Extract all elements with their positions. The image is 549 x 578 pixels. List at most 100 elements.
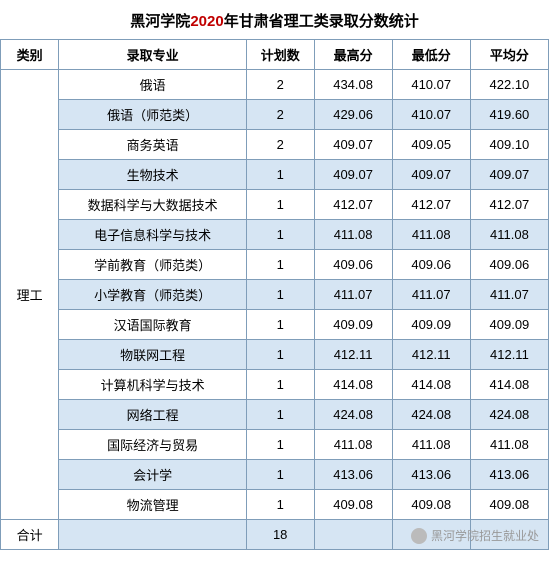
cell-max: 424.08	[314, 400, 392, 430]
cell-max: 411.08	[314, 430, 392, 460]
cell-min: 424.08	[392, 400, 470, 430]
cell-avg: 409.07	[470, 160, 548, 190]
cell-max: 414.08	[314, 370, 392, 400]
cell-major: 小学教育（师范类）	[59, 280, 247, 310]
cell-major: 物流管理	[59, 490, 247, 520]
cell-avg: 422.10	[470, 70, 548, 100]
cell-avg: 411.08	[470, 430, 548, 460]
cell-min: 411.08	[392, 430, 470, 460]
table-row: 电子信息科学与技术1411.08411.08411.08	[1, 220, 549, 250]
total-major	[59, 520, 247, 550]
table-row: 网络工程1424.08424.08424.08	[1, 400, 549, 430]
cell-plan: 1	[246, 430, 314, 460]
cell-min: 409.05	[392, 130, 470, 160]
total-max	[314, 520, 392, 550]
cell-major: 物联网工程	[59, 340, 247, 370]
total-plan: 18	[246, 520, 314, 550]
cell-plan: 1	[246, 250, 314, 280]
wechat-icon	[411, 528, 427, 544]
cell-plan: 1	[246, 160, 314, 190]
cell-avg: 413.06	[470, 460, 548, 490]
cell-max: 409.07	[314, 160, 392, 190]
cell-plan: 1	[246, 190, 314, 220]
cell-plan: 1	[246, 370, 314, 400]
cell-max: 409.07	[314, 130, 392, 160]
cell-major: 国际经济与贸易	[59, 430, 247, 460]
table-row: 俄语（师范类）2429.06410.07419.60	[1, 100, 549, 130]
cell-max: 409.08	[314, 490, 392, 520]
cell-major: 俄语（师范类）	[59, 100, 247, 130]
cell-plan: 2	[246, 70, 314, 100]
cell-min: 414.08	[392, 370, 470, 400]
cell-max: 409.06	[314, 250, 392, 280]
title-part3: 年甘肃省理工类录取分数统计	[224, 13, 419, 30]
cell-max: 429.06	[314, 100, 392, 130]
cell-plan: 2	[246, 130, 314, 160]
watermark-text: 黑河学院招生就业处	[431, 527, 539, 544]
table-body: 理工俄语2434.08410.07422.10俄语（师范类）2429.06410…	[1, 70, 549, 550]
table-row: 理工俄语2434.08410.07422.10	[1, 70, 549, 100]
cell-max: 411.08	[314, 220, 392, 250]
cell-max: 409.09	[314, 310, 392, 340]
watermark: 黑河学院招生就业处	[411, 527, 539, 544]
cell-plan: 1	[246, 490, 314, 520]
cell-major: 学前教育（师范类）	[59, 250, 247, 280]
table-row: 物联网工程1412.11412.11412.11	[1, 340, 549, 370]
cell-avg: 414.08	[470, 370, 548, 400]
table-row: 数据科学与大数据技术1412.07412.07412.07	[1, 190, 549, 220]
table-header-row: 类别 录取专业 计划数 最高分 最低分 平均分	[1, 40, 549, 70]
cell-plan: 1	[246, 220, 314, 250]
cell-max: 413.06	[314, 460, 392, 490]
table-row: 商务英语2409.07409.05409.10	[1, 130, 549, 160]
cell-avg: 409.08	[470, 490, 548, 520]
cell-min: 410.07	[392, 100, 470, 130]
cell-major: 数据科学与大数据技术	[59, 190, 247, 220]
table-row: 物流管理1409.08409.08409.08	[1, 490, 549, 520]
header-max: 最高分	[314, 40, 392, 70]
cell-major: 俄语	[59, 70, 247, 100]
cell-plan: 2	[246, 100, 314, 130]
cell-major: 计算机科学与技术	[59, 370, 247, 400]
cell-avg: 409.10	[470, 130, 548, 160]
cell-plan: 1	[246, 310, 314, 340]
category-cell: 理工	[1, 70, 59, 520]
page-title: 黑河学院2020年甘肃省理工类录取分数统计	[0, 0, 549, 39]
cell-min: 409.08	[392, 490, 470, 520]
cell-major: 汉语国际教育	[59, 310, 247, 340]
cell-major: 商务英语	[59, 130, 247, 160]
cell-plan: 1	[246, 340, 314, 370]
cell-max: 412.07	[314, 190, 392, 220]
cell-min: 412.07	[392, 190, 470, 220]
cell-min: 409.07	[392, 160, 470, 190]
cell-avg: 412.11	[470, 340, 548, 370]
table-row: 学前教育（师范类）1409.06409.06409.06	[1, 250, 549, 280]
title-part1: 黑河学院	[130, 13, 190, 30]
header-category: 类别	[1, 40, 59, 70]
cell-max: 434.08	[314, 70, 392, 100]
cell-plan: 1	[246, 460, 314, 490]
cell-min: 409.06	[392, 250, 470, 280]
table-row: 计算机科学与技术1414.08414.08414.08	[1, 370, 549, 400]
header-min: 最低分	[392, 40, 470, 70]
cell-min: 411.07	[392, 280, 470, 310]
cell-major: 电子信息科学与技术	[59, 220, 247, 250]
cell-avg: 424.08	[470, 400, 548, 430]
score-table: 类别 录取专业 计划数 最高分 最低分 平均分 理工俄语2434.08410.0…	[0, 39, 549, 550]
header-plan: 计划数	[246, 40, 314, 70]
cell-avg: 412.07	[470, 190, 548, 220]
table-row: 生物技术1409.07409.07409.07	[1, 160, 549, 190]
total-label: 合计	[1, 520, 59, 550]
cell-plan: 1	[246, 400, 314, 430]
cell-avg: 411.07	[470, 280, 548, 310]
table-row: 会计学1413.06413.06413.06	[1, 460, 549, 490]
cell-min: 411.08	[392, 220, 470, 250]
cell-min: 410.07	[392, 70, 470, 100]
table-row: 小学教育（师范类）1411.07411.07411.07	[1, 280, 549, 310]
cell-plan: 1	[246, 280, 314, 310]
cell-avg: 419.60	[470, 100, 548, 130]
cell-major: 会计学	[59, 460, 247, 490]
header-avg: 平均分	[470, 40, 548, 70]
cell-min: 412.11	[392, 340, 470, 370]
cell-max: 411.07	[314, 280, 392, 310]
cell-min: 409.09	[392, 310, 470, 340]
